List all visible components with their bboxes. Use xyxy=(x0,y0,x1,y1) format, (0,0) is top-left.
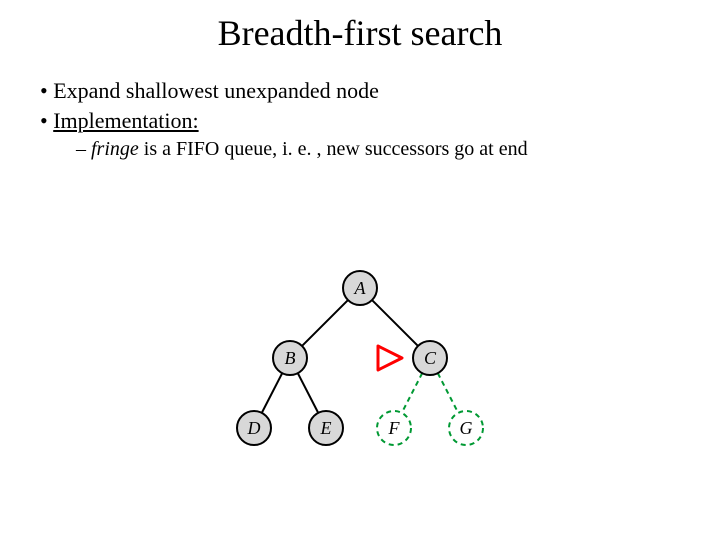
svg-text:G: G xyxy=(460,418,473,438)
slide-title: Breadth-first search xyxy=(0,0,720,54)
bfs-tree-diagram: A B C D E F G xyxy=(210,260,510,480)
svg-text:E: E xyxy=(320,418,332,438)
bullet-3-term: fringe xyxy=(91,138,139,160)
svg-text:B: B xyxy=(285,348,296,368)
svg-text:D: D xyxy=(247,418,261,438)
bullet-3-rest: is a FIFO queue, i. e. , new successors … xyxy=(139,138,528,160)
svg-text:A: A xyxy=(354,278,367,298)
bullet-list: Expand shallowest unexpanded node Implem… xyxy=(0,78,720,161)
slide: Breadth-first search Expand shallowest u… xyxy=(0,0,720,540)
bullet-2-label: Implementation: xyxy=(53,108,198,133)
svg-text:C: C xyxy=(424,348,437,368)
bullet-2: Implementation: xyxy=(40,108,720,134)
bullet-1: Expand shallowest unexpanded node xyxy=(40,78,720,104)
bullet-3: fringe is a FIFO queue, i. e. , new succ… xyxy=(40,138,720,161)
svg-text:F: F xyxy=(388,418,401,438)
